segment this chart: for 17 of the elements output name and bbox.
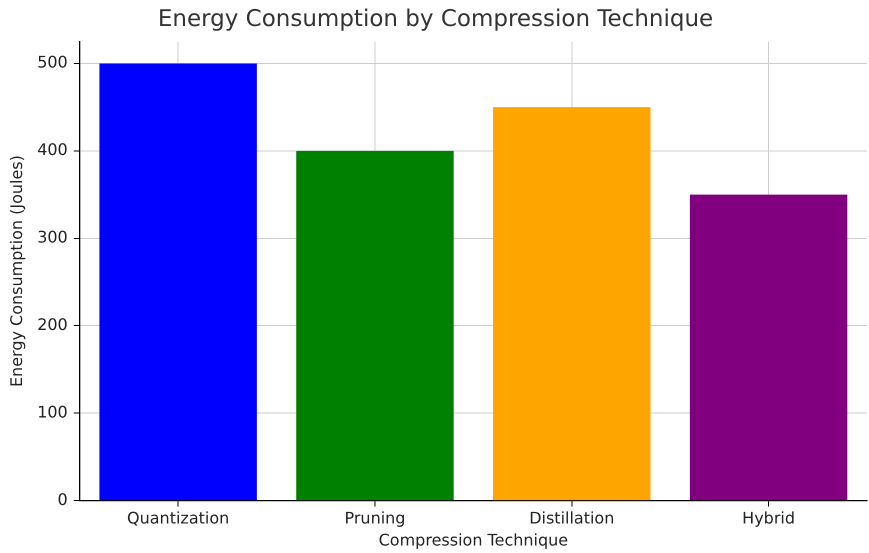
x-tick-label: Hybrid bbox=[742, 508, 796, 528]
y-tick-label: 500 bbox=[37, 52, 68, 72]
y-tick-label: 300 bbox=[37, 227, 68, 246]
bar bbox=[493, 107, 651, 500]
bar bbox=[690, 194, 848, 500]
bar bbox=[99, 63, 257, 500]
x-tick-label: Distillation bbox=[529, 508, 614, 528]
x-tick-label: Quantization bbox=[127, 508, 230, 528]
chart-title: Energy Consumption by Compression Technique bbox=[158, 6, 714, 32]
y-axis-title: Energy Consumption (Joules) bbox=[6, 155, 26, 388]
x-tick-label: Pruning bbox=[344, 508, 406, 528]
y-tick-label: 100 bbox=[37, 402, 68, 422]
x-axis-title: Compression Technique bbox=[378, 530, 568, 550]
bar bbox=[296, 150, 454, 500]
y-tick-label: 0 bbox=[58, 490, 68, 509]
y-tick-label: 200 bbox=[37, 314, 68, 334]
y-tick-label: 400 bbox=[37, 140, 68, 160]
